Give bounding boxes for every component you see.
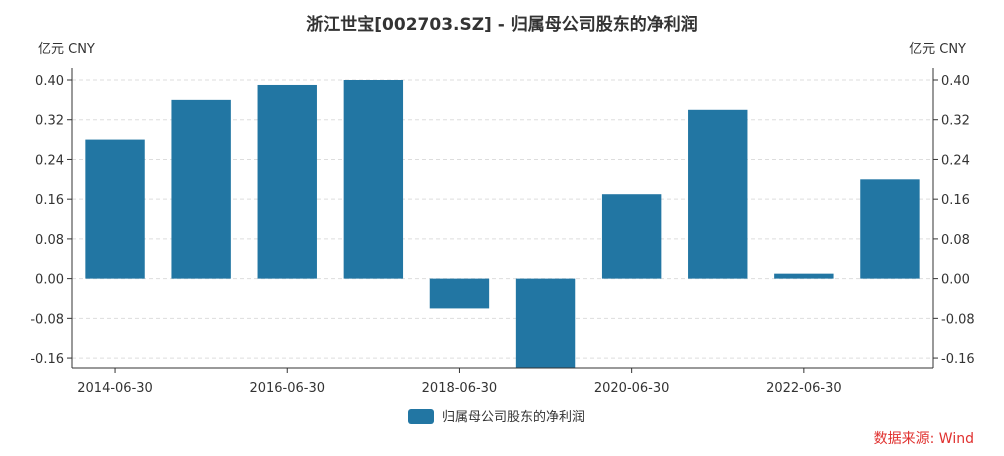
x-tick-labels: 2014-06-30 2016-06-30 2018-06-30 2020-06-30… — [77, 381, 841, 396]
y-tick-label-right: -0.16 — [941, 352, 975, 367]
y-tick-label-right: 0.08 — [941, 233, 970, 248]
y-tick-label-left: 0.08 — [35, 233, 64, 248]
bar-2015-06-30[interactable] — [171, 99, 231, 279]
y-tick-label-right: 0.24 — [941, 153, 970, 168]
y-tick-label-left: -0.08 — [30, 312, 64, 327]
y-tick-label-right: 0.40 — [941, 74, 970, 89]
y-tick-label-right: -0.08 — [941, 312, 975, 327]
bar-2022-06-30[interactable] — [774, 273, 834, 279]
legend-swatch[interactable] — [408, 409, 434, 424]
x-tick-label: 2018-06-30 — [422, 381, 498, 396]
y-tick-label-right: 0.32 — [941, 114, 970, 129]
y-tick-label-right: 0.00 — [941, 273, 970, 288]
bars — [85, 80, 920, 368]
y-tick-label-left: 0.24 — [35, 153, 64, 168]
right-axis-unit: 亿元 CNY — [909, 42, 966, 57]
x-tick-label: 2022-06-30 — [766, 381, 842, 396]
legend[interactable]: 归属母公司股东的净利润 — [408, 409, 585, 425]
legend-label[interactable]: 归属母公司股东的净利润 — [442, 409, 585, 425]
y-tick-labels: 0.40 0.40 0.32 0.32 0.24 0.24 0.16 0.16 0.08 0.08… — [30, 74, 974, 367]
left-axis-unit: 亿元 CNY — [38, 42, 95, 57]
bar-2016-06-30[interactable] — [257, 84, 317, 279]
bar-2021-06-30[interactable] — [688, 109, 748, 279]
y-tick-label-left: 0.40 — [35, 74, 64, 89]
y-tick-label-left: -0.16 — [30, 352, 64, 367]
x-tick-label: 2016-06-30 — [249, 381, 325, 396]
y-tick-label-left: 0.00 — [35, 273, 64, 288]
bar-2020-06-30[interactable] — [601, 194, 662, 279]
bar-2018-06-30[interactable] — [429, 278, 490, 309]
axes — [67, 68, 938, 373]
bar-2023-06-30[interactable] — [860, 179, 920, 279]
x-tick-label: 2020-06-30 — [594, 381, 670, 396]
y-tick-label-left: 0.16 — [35, 193, 64, 208]
bar-2019-06-30[interactable] — [515, 278, 576, 368]
bar-2017-06-30[interactable] — [343, 80, 404, 279]
bar-2014-06-30[interactable] — [85, 139, 145, 279]
data-source: 数据来源: Wind — [873, 431, 974, 447]
y-tick-label-left: 0.32 — [35, 114, 64, 129]
y-tick-label-right: 0.16 — [941, 193, 970, 208]
chart-title: 浙江世宝[002703.SZ] - 归属母公司股东的净利润 — [306, 14, 697, 35]
x-tick-label: 2014-06-30 — [77, 381, 153, 396]
